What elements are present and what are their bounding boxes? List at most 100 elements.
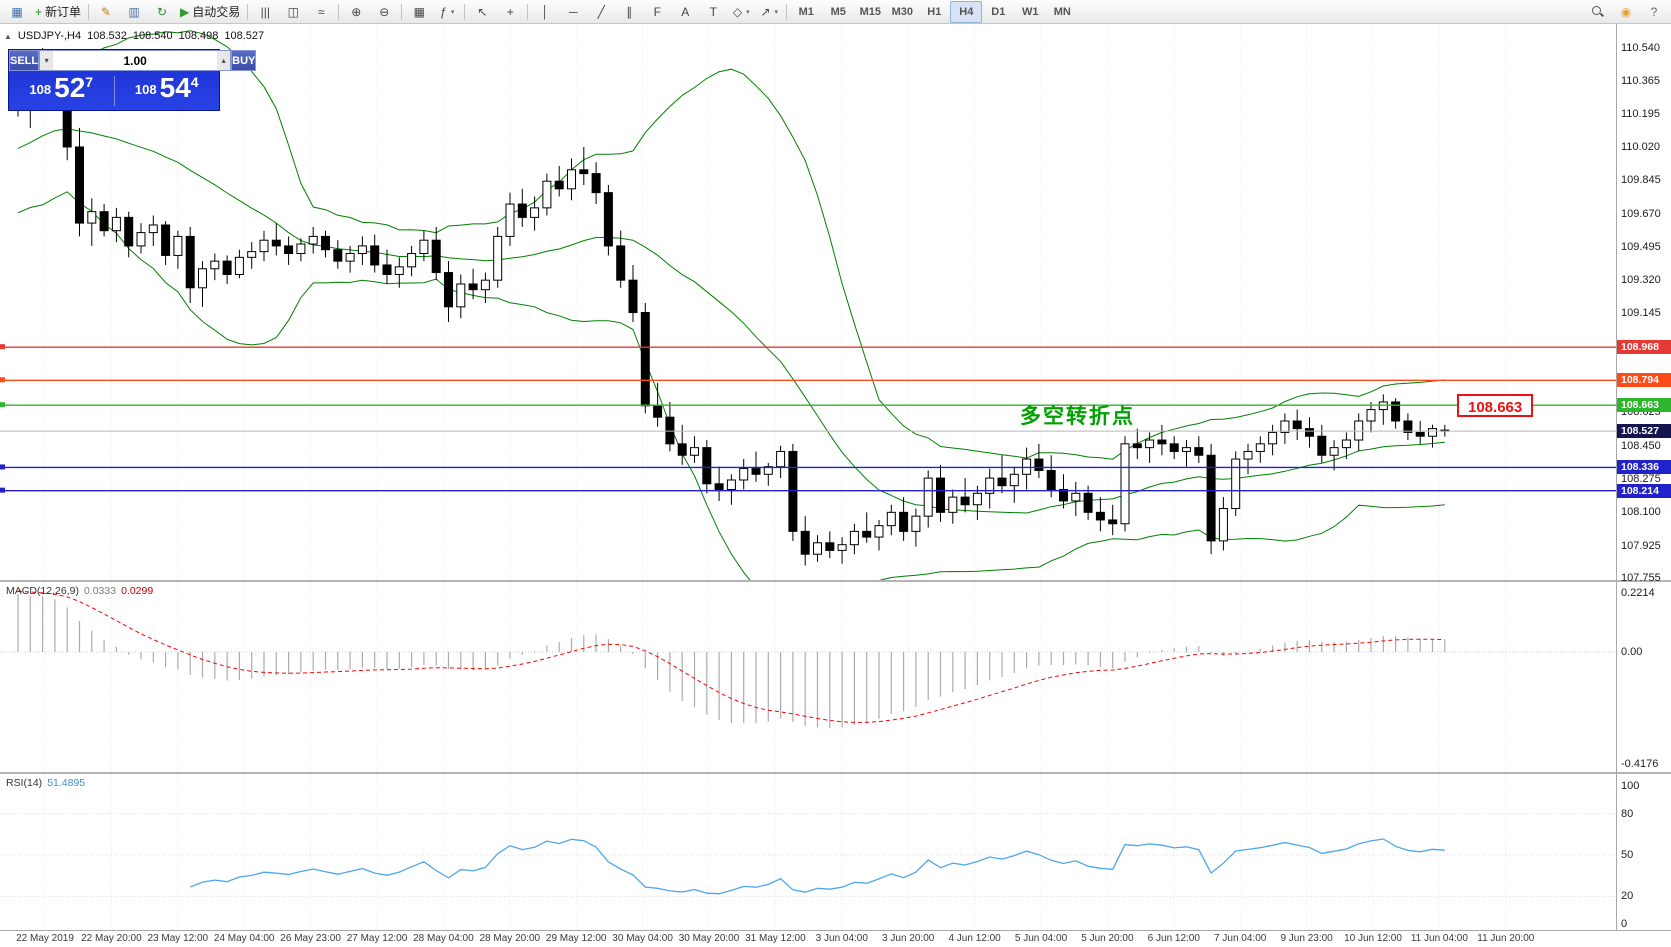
zoom-in-button[interactable]: ⊕ xyxy=(342,1,370,23)
shapes-dropdown-icon[interactable]: ▾ xyxy=(746,8,750,16)
text-icon: A xyxy=(681,4,690,19)
refresh-button[interactable]: ↻ xyxy=(148,1,176,23)
community-icon: ◉ xyxy=(1620,4,1632,19)
horizontal-line-button[interactable]: ─ xyxy=(559,1,587,23)
timeframe-button-w1[interactable]: W1 xyxy=(1022,5,1039,18)
price-label-box[interactable]: 108.663 xyxy=(1457,394,1534,417)
collapse-icon[interactable]: ▲ xyxy=(4,31,12,41)
price-chart-canvas[interactable] xyxy=(0,24,1671,580)
rsi-tick: 0 xyxy=(1621,918,1628,930)
sell-price[interactable]: 108 52 7 xyxy=(9,74,114,105)
time-tick: 7 Jun 04:00 xyxy=(1214,933,1267,944)
autotrading-icon: ▶ xyxy=(180,4,190,19)
indicators-icon: ƒ xyxy=(440,4,447,19)
toolbar-right-buttons: ◉? xyxy=(1584,0,1668,23)
equidistant-channel-button[interactable]: ∥ xyxy=(615,1,643,23)
shapes-icon: ◇ xyxy=(732,4,743,19)
price-tag: 108.336 xyxy=(1617,460,1671,475)
price-tag: 108.214 xyxy=(1617,483,1671,498)
toolbar-separator xyxy=(88,3,90,20)
timeframe-button-m30[interactable]: M30 xyxy=(891,5,913,18)
volume-input[interactable] xyxy=(53,51,218,70)
price-tick: 108.275 xyxy=(1621,473,1661,486)
autotrading-button[interactable]: ▶ 自动交易 xyxy=(176,1,244,23)
rsi-tick: 50 xyxy=(1621,849,1634,861)
arrows-icon: ↗ xyxy=(760,4,771,19)
metaeditor-button[interactable]: ✎ xyxy=(92,1,120,23)
community-button[interactable]: ◉ xyxy=(1612,1,1640,23)
zoom-in-icon: ⊕ xyxy=(351,4,362,19)
macd-canvas[interactable] xyxy=(0,582,1671,772)
chart-ohlc-header: ▲ USDJPY-,H4 108.532 108.540 108.498 108… xyxy=(4,30,264,42)
volume-increase-icon[interactable]: ▴ xyxy=(217,51,231,70)
price-axis[interactable]: 110.540 110.365 110.195 110.020 109.845 109.6… xyxy=(1617,24,1671,584)
text-button[interactable]: A xyxy=(671,1,699,23)
timeframe-button-m15[interactable]: M15 xyxy=(859,5,881,18)
strategy-tester-icon: ▥ xyxy=(128,4,140,19)
new-order-button[interactable]: + 新订单 xyxy=(31,1,85,23)
chart-text-annotation[interactable]: 多空转折点 xyxy=(1020,405,1135,428)
refresh-icon: ↻ xyxy=(157,4,168,19)
toolbar-separator xyxy=(247,3,249,20)
time-tick: 28 May 20:00 xyxy=(479,933,541,944)
buy-price-figure: 108 xyxy=(134,81,157,97)
timeframe-button-d1[interactable]: D1 xyxy=(991,5,1006,18)
low-value: 108.498 xyxy=(178,30,219,42)
time-axis[interactable]: 22 May 2019 22 May 20:00 23 May 12:00 24 Ma… xyxy=(0,931,1671,947)
buy-price[interactable]: 108 54 4 xyxy=(115,72,220,105)
crosshair-icon: + xyxy=(506,4,514,19)
new-order-label: 新订单 xyxy=(45,5,82,19)
vertical-line-button[interactable]: │ xyxy=(531,1,559,23)
macd-axis[interactable]: 0.2214 0.00 -0.4176 xyxy=(1617,582,1671,772)
arrows-button[interactable]: ↗ ▾ xyxy=(755,1,783,23)
strategy-tester-button[interactable]: ▥ xyxy=(120,1,148,23)
timeframe-button-m1[interactable]: M1 xyxy=(798,5,814,18)
app-menu-button[interactable]: ▦ xyxy=(3,1,31,23)
horizontal-line-icon: ─ xyxy=(569,4,578,19)
panel-separator[interactable] xyxy=(0,580,1671,582)
buy-price-pips: 54 xyxy=(159,72,191,104)
shapes-button[interactable]: ◇ ▾ xyxy=(727,1,755,23)
time-tick: 6 Jun 12:00 xyxy=(1147,933,1200,944)
bar-chart-button[interactable]: ||| xyxy=(251,1,279,23)
line-chart-button[interactable]: ≈ xyxy=(307,1,335,23)
panel-separator[interactable] xyxy=(0,772,1671,774)
toolbar-separator xyxy=(401,3,403,20)
time-tick: 5 Jun 20:00 xyxy=(1081,933,1134,944)
timeframe-button-mn[interactable]: MN xyxy=(1053,5,1071,18)
zoom-out-button[interactable]: ⊖ xyxy=(370,1,398,23)
buy-button[interactable]: BUY xyxy=(231,50,257,71)
price-divider xyxy=(113,75,115,106)
metaeditor-icon: ✎ xyxy=(101,4,112,19)
arrows-dropdown-icon[interactable]: ▾ xyxy=(774,8,779,16)
rsi-canvas[interactable] xyxy=(0,774,1671,930)
price-tick: 110.365 xyxy=(1621,75,1660,88)
price-tick: 109.320 xyxy=(1621,274,1661,287)
help-button[interactable]: ? xyxy=(1640,1,1668,23)
timeframe-button-m5[interactable]: M5 xyxy=(830,5,846,18)
new-order-icon: + xyxy=(35,4,43,19)
fibonacci-button[interactable]: F xyxy=(643,1,671,23)
cursor-button[interactable]: ↖ xyxy=(468,1,496,23)
time-tick: 22 May 20:00 xyxy=(81,933,142,944)
search-button[interactable] xyxy=(1584,1,1612,23)
price-tick: 107.755 xyxy=(1621,572,1661,584)
tile-windows-icon: ▦ xyxy=(413,4,425,19)
one-click-trading-panel: SELL ▾ ▴ BUY 108 52 7 108 54 4 xyxy=(8,49,257,111)
volume-decrease-icon[interactable]: ▾ xyxy=(40,51,54,70)
crosshair-button[interactable]: + xyxy=(496,1,524,23)
timeframe-button-h4[interactable]: H4 xyxy=(950,0,983,23)
tile-windows-button[interactable]: ▦ xyxy=(405,1,433,23)
cursor-icon: ↖ xyxy=(477,4,488,19)
rsi-value: 51.4895 xyxy=(47,777,86,789)
rsi-axis[interactable]: 100 80 50 20 0 xyxy=(1617,774,1671,930)
timeframe-button-h1[interactable]: H1 xyxy=(927,5,942,18)
candlestick-chart-button[interactable]: ◫ xyxy=(279,1,307,23)
indicators-button[interactable]: ƒ ▾ xyxy=(433,1,461,23)
toolbar: ▦ + 新订单 ✎ ▥ ↻ ▶ 自动交易 ||| ◫ ≈ ⊕ ⊖ ▦ ƒ ▾ ↖ + │ ─ ╱ ∥ F A T ◇ ▾ ↗ ▾ M1 M… xyxy=(0,0,1671,24)
trendline-button[interactable]: ╱ xyxy=(587,1,615,23)
indicators-dropdown-icon[interactable]: ▾ xyxy=(450,8,455,16)
text-label-button[interactable]: T xyxy=(699,1,727,23)
sell-button[interactable]: SELL xyxy=(9,50,40,71)
time-tick: 4 Jun 12:00 xyxy=(948,933,1001,944)
